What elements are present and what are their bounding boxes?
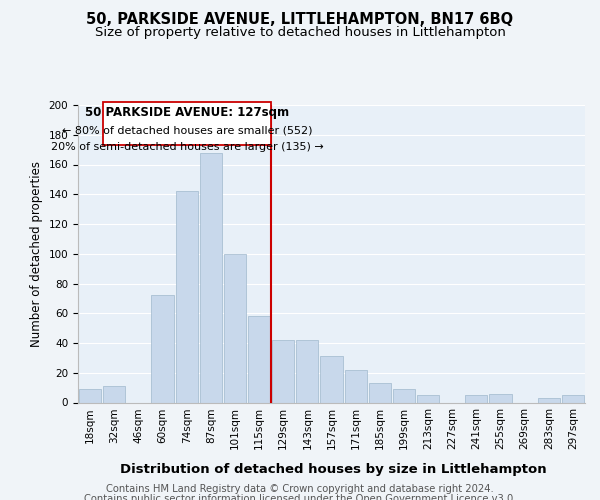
Bar: [393, 389, 415, 402]
Bar: [368, 383, 391, 402]
Bar: [151, 296, 173, 403]
Bar: [248, 316, 270, 402]
Bar: [538, 398, 560, 402]
Text: Size of property relative to detached houses in Littlehampton: Size of property relative to detached ho…: [95, 26, 505, 39]
Bar: [103, 386, 125, 402]
Bar: [320, 356, 343, 403]
Text: Contains HM Land Registry data © Crown copyright and database right 2024.: Contains HM Land Registry data © Crown c…: [106, 484, 494, 494]
Bar: [296, 340, 319, 402]
Text: 50, PARKSIDE AVENUE, LITTLEHAMPTON, BN17 6BQ: 50, PARKSIDE AVENUE, LITTLEHAMPTON, BN17…: [86, 12, 514, 28]
Bar: [490, 394, 512, 402]
Bar: [465, 395, 487, 402]
Bar: [176, 192, 198, 402]
Bar: [224, 254, 246, 402]
Bar: [79, 389, 101, 402]
Text: ← 80% of detached houses are smaller (552): ← 80% of detached houses are smaller (55…: [62, 125, 313, 135]
Y-axis label: Number of detached properties: Number of detached properties: [30, 161, 43, 347]
Text: Distribution of detached houses by size in Littlehampton: Distribution of detached houses by size …: [119, 462, 547, 475]
Bar: [200, 152, 222, 402]
Bar: [417, 395, 439, 402]
Text: Contains public sector information licensed under the Open Government Licence v3: Contains public sector information licen…: [84, 494, 516, 500]
Bar: [344, 370, 367, 402]
Text: 20% of semi-detached houses are larger (135) →: 20% of semi-detached houses are larger (…: [51, 142, 323, 152]
Bar: [272, 340, 295, 402]
Bar: [562, 395, 584, 402]
Text: 50 PARKSIDE AVENUE: 127sqm: 50 PARKSIDE AVENUE: 127sqm: [85, 106, 289, 119]
